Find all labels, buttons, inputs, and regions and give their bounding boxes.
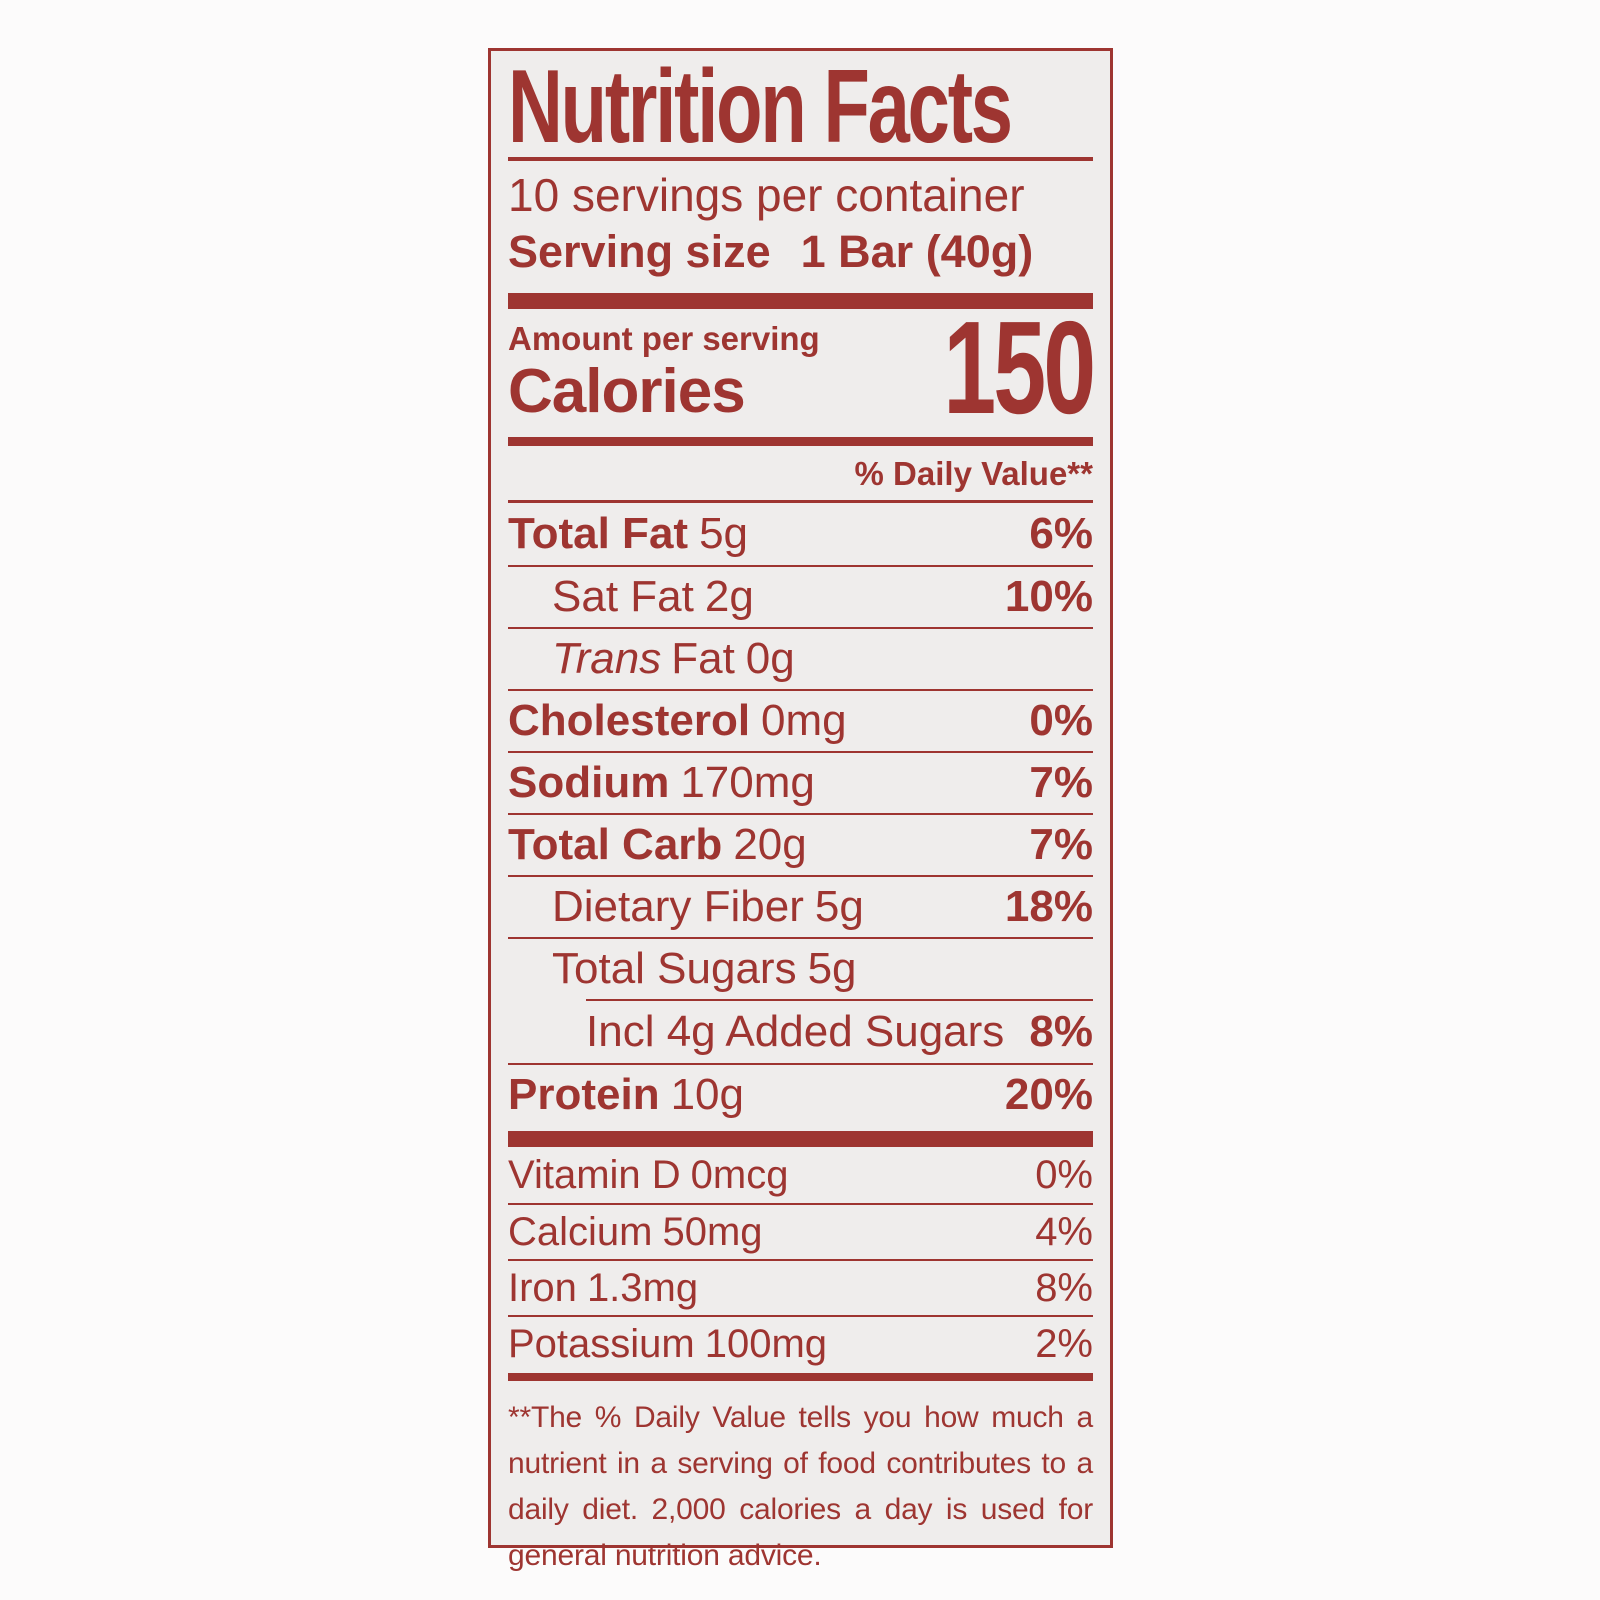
vitamin-row-iron: Iron 1.3mg 8% [508, 1259, 1093, 1315]
vitamin-row-potassium: Potassium 100mg 2% [508, 1315, 1093, 1371]
calories-value: 150 [943, 294, 1096, 441]
amount-per-serving-label: Amount per serving [508, 320, 820, 357]
nutrient-name: Dietary Fiber [552, 882, 804, 931]
nutrient-amount: 5g [807, 944, 857, 993]
nutrition-facts-title: Nutrition Facts [508, 49, 1013, 165]
nutrition-facts-title-wrap: Nutrition Facts [508, 49, 1093, 165]
nutrient-row-total-sugars: Total Sugars 5g [508, 937, 1093, 999]
nutrient-daily-value: 7% [1029, 820, 1093, 869]
nutrient-amount: 2g [704, 572, 754, 621]
vitamin-amount: 50mg [662, 1209, 763, 1254]
vitamin-daily-value: 0% [1035, 1152, 1093, 1197]
nutrient-name: Fat [671, 634, 735, 683]
vitamin-name: Vitamin D [508, 1152, 681, 1197]
title-divider [508, 157, 1093, 161]
nutrient-amount: 170mg [680, 758, 815, 807]
nutrient-row-protein: Protein 10g 20% [508, 1063, 1093, 1125]
nutrient-daily-value: 7% [1029, 758, 1093, 807]
nutrient-daily-value: 0% [1029, 696, 1093, 745]
nutrient-amount: 5g [699, 509, 749, 558]
vitamin-amount: 0mcg [690, 1152, 789, 1197]
nutrient-name: Sat Fat [552, 572, 694, 621]
medium-divider-calories [508, 437, 1093, 446]
vitamin-name: Iron [508, 1265, 577, 1310]
nutrient-name: Protein [508, 1070, 660, 1119]
nutrient-daily-value: 8% [1029, 1007, 1093, 1056]
nutrient-row-sodium: Sodium 170mg 7% [508, 751, 1093, 813]
nutrient-row-total-fat: Total Fat 5g 6% [508, 503, 1093, 565]
nutrient-amount: 0mg [761, 696, 847, 745]
nutrient-row-sat-fat: Sat Fat 2g 10% [508, 565, 1093, 627]
nutrition-facts-label: Nutrition Facts 10 servings per containe… [488, 48, 1113, 1572]
nutrient-row-dietary-fiber: Dietary Fiber 5g 18% [508, 875, 1093, 937]
vitamin-name: Potassium [508, 1321, 695, 1366]
calories-section: Amount per serving Calories 150 [508, 302, 1096, 434]
nutrient-name: Total Carb [508, 820, 723, 869]
nutrient-row-cholesterol: Cholesterol 0mg 0% [508, 689, 1093, 751]
serving-size-row: Serving size 1 Bar (40g) [508, 223, 1093, 281]
nutrient-row-trans-fat: Trans Fat 0g [508, 627, 1093, 689]
nutrient-name: Incl 4g Added Sugars [586, 1007, 1005, 1056]
nutrient-amount: 0g [745, 634, 795, 683]
nutrient-name: Total Sugars [552, 944, 797, 993]
nutrient-daily-value: 20% [1004, 1070, 1093, 1119]
serving-size-label: Serving size [508, 226, 771, 277]
nutrient-daily-value: 18% [1004, 882, 1093, 931]
vitamin-name: Calcium [508, 1209, 653, 1254]
vitamin-row-vitamin-d: Vitamin D 0mcg 0% [508, 1147, 1093, 1203]
serving-size-value: 1 Bar (40g) [800, 226, 1034, 277]
vitamin-row-calcium: Calcium 50mg 4% [508, 1203, 1093, 1259]
nutrient-amount: 10g [670, 1070, 744, 1119]
vitamin-amount: 100mg [704, 1321, 828, 1366]
inset-divider-added-sugars [586, 999, 1093, 1001]
vitamin-amount: 1.3mg [586, 1265, 699, 1310]
nutrient-name-italic: Trans [552, 634, 662, 683]
thick-divider-vitamins [508, 1131, 1093, 1147]
nutrient-name: Sodium [508, 758, 670, 807]
vitamin-daily-value: 2% [1035, 1321, 1093, 1366]
nutrient-name: Total Fat [508, 509, 689, 558]
nutrient-amount: 20g [733, 820, 807, 869]
daily-value-divider [508, 500, 1093, 503]
calories-label: Calories [508, 357, 746, 426]
thick-divider-top [508, 293, 1093, 309]
nutrient-row-added-sugars: Incl 4g Added Sugars 8% [508, 1001, 1093, 1063]
nutrient-amount: 5g [814, 882, 864, 931]
vitamin-daily-value: 8% [1035, 1265, 1093, 1310]
nutrient-row-total-carb: Total Carb 20g 7% [508, 813, 1093, 875]
nutrient-daily-value: 6% [1029, 509, 1093, 558]
medium-divider-footnote [508, 1373, 1093, 1381]
vitamin-daily-value: 4% [1035, 1209, 1093, 1254]
servings-per-container: 10 servings per container [508, 169, 1025, 221]
nutrient-daily-value: 10% [1004, 572, 1093, 621]
daily-value-header: % Daily Value** [854, 455, 1093, 492]
daily-value-footnote: **The % Daily Value tells you how much a… [508, 1401, 1093, 1572]
nutrient-name: Cholesterol [508, 696, 751, 745]
